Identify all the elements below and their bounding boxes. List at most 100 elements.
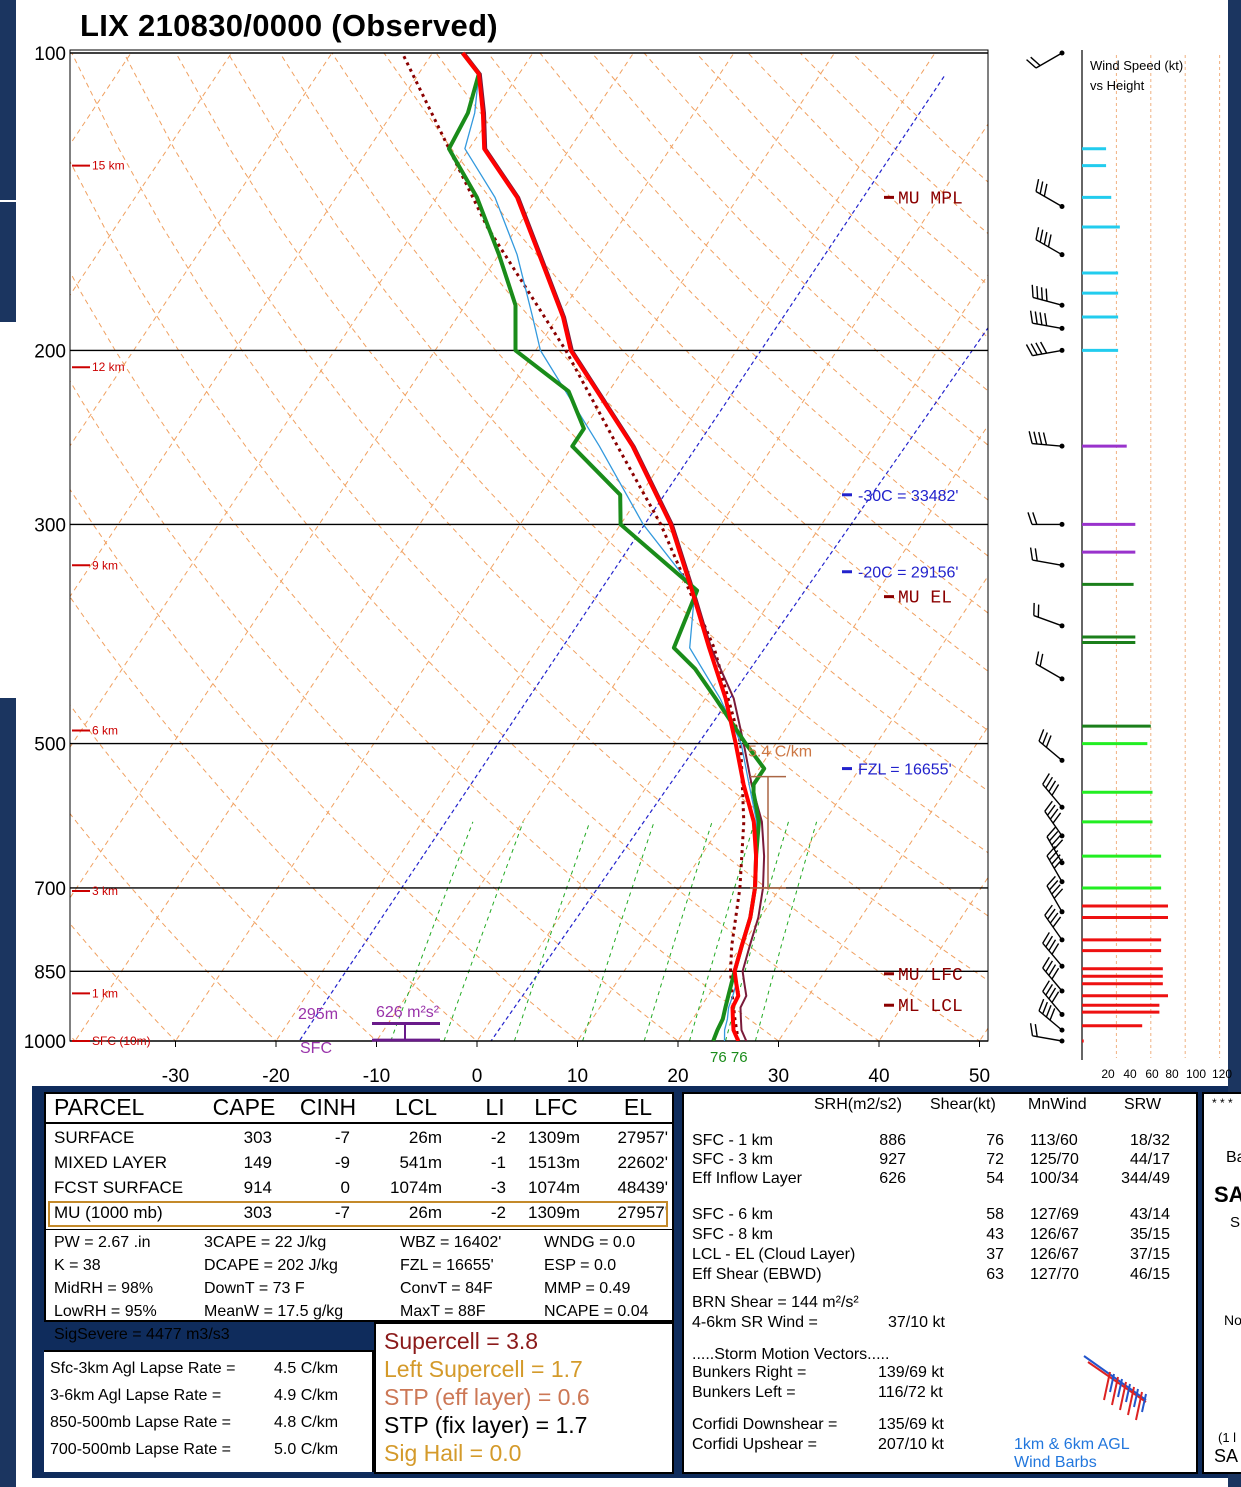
wind-barb-station bbox=[1059, 50, 1065, 56]
isotherm-reference-line bbox=[299, 74, 946, 1041]
parcel-row-value: 149 bbox=[243, 1153, 272, 1172]
wind-barb-feather bbox=[1035, 651, 1040, 665]
composite-index: STP (eff layer) = 0.6 bbox=[384, 1384, 590, 1410]
composite-index: Supercell = 3.8 bbox=[384, 1328, 539, 1354]
parcel-header: EL bbox=[623, 1094, 653, 1120]
height-marker-label: 3 km bbox=[92, 884, 118, 898]
isotherm-line bbox=[1066, 53, 1241, 1062]
wind-barb-feather bbox=[1045, 960, 1054, 973]
wind-barb-station bbox=[1059, 676, 1065, 682]
wind-barb bbox=[1035, 178, 1065, 209]
kinematics-header: SRW bbox=[1124, 1096, 1162, 1113]
wind-barb-staff bbox=[1038, 1010, 1063, 1031]
wind-barb-staff bbox=[1042, 991, 1063, 1015]
parcel-header: PARCEL bbox=[54, 1094, 145, 1120]
parcel-row-value: 22602' bbox=[617, 1153, 668, 1172]
wind-barb-station bbox=[1059, 1038, 1065, 1044]
dry-adiabat bbox=[70, 160, 880, 1041]
index-value: WNDG = 0.0 bbox=[544, 1234, 636, 1251]
parcel-row-value: -3 bbox=[490, 1178, 506, 1197]
dry-adiabat bbox=[71, 52, 981, 1041]
composite-index: STP (fix layer) = 1.7 bbox=[384, 1412, 588, 1438]
kinematics-row-label: SFC - 1 km bbox=[692, 1132, 773, 1149]
wind-barb-feather bbox=[1042, 956, 1050, 969]
wind-barb bbox=[1044, 904, 1065, 943]
wind-barb-feather bbox=[1039, 229, 1044, 243]
storm-motion-value: 116/72 kt bbox=[878, 1384, 943, 1401]
wind-barb-feather bbox=[1029, 547, 1034, 561]
mixing-ratio-line bbox=[643, 821, 713, 1041]
wind-barb-feather bbox=[1049, 912, 1059, 924]
kinematics-srw: 18/32 bbox=[1129, 1132, 1170, 1149]
parcel-row-label: MU (1000 mb) bbox=[54, 1203, 163, 1222]
wind-barb-staff bbox=[1042, 783, 1063, 808]
kinematics-header: MnWind bbox=[1028, 1096, 1087, 1113]
wind-barb-feather bbox=[1045, 935, 1054, 948]
wind-panel-title: Wind Speed (kt) bbox=[1090, 58, 1183, 73]
storm-motion-label: Bunkers Left = bbox=[692, 1384, 796, 1401]
wind-barb-station bbox=[1059, 1027, 1065, 1033]
isotherm-line bbox=[174, 52, 835, 1041]
parcel-row-value: -7 bbox=[334, 1128, 350, 1147]
kinematics-srh: 927 bbox=[879, 1151, 906, 1168]
dry-adiabat bbox=[70, 488, 579, 1041]
dry-adiabat bbox=[70, 1034, 76, 1041]
index-value: MeanW = 17.5 g/kg bbox=[204, 1303, 344, 1320]
agl-barb-stroke bbox=[1083, 1355, 1147, 1401]
index-value: FZL = 16655' bbox=[400, 1257, 494, 1274]
wind-barb-staff bbox=[1035, 663, 1063, 680]
wind-barb bbox=[1028, 431, 1065, 449]
height-marker-label: 12 km bbox=[92, 360, 125, 374]
wind-barb-feather bbox=[1053, 839, 1064, 850]
wind-barb-feather bbox=[1046, 804, 1056, 816]
kinematics-srw: 44/17 bbox=[1129, 1151, 1170, 1168]
kinematics-row-label: Eff Inflow Layer bbox=[692, 1170, 802, 1187]
wind-barb-feather bbox=[1040, 287, 1043, 300]
dry-adiabat bbox=[435, 52, 988, 614]
agl-barb-stroke bbox=[1141, 1393, 1147, 1413]
lapse-rate-value: 4.5 C/km bbox=[274, 1360, 339, 1377]
wind-barb-staff bbox=[1046, 836, 1063, 864]
wind-barb-feather bbox=[1026, 59, 1037, 69]
wind-barb-staff bbox=[1032, 442, 1063, 447]
wind-barb bbox=[1042, 773, 1065, 810]
wind-barb-feather bbox=[1042, 1001, 1048, 1015]
kinematics-shear: 54 bbox=[986, 1170, 1004, 1187]
sfc-temps-label: 76 76 bbox=[710, 1049, 748, 1066]
dry-adiabat bbox=[695, 52, 988, 339]
wind-barb-feather bbox=[1039, 312, 1043, 325]
temperature-tick-label: 0 bbox=[472, 1066, 483, 1087]
wind-barb-feather bbox=[1042, 732, 1048, 745]
wind-panel-subtitle: vs Height bbox=[1090, 78, 1145, 93]
kinematics-srw: 35/15 bbox=[1129, 1226, 1170, 1243]
parcel-row-value: -2 bbox=[490, 1203, 506, 1222]
wind-barb-feather bbox=[1048, 880, 1059, 891]
parcel-header: CINH bbox=[299, 1094, 357, 1120]
pressure-tick-label: 700 bbox=[34, 879, 66, 900]
parcel-row-label: MIXED LAYER bbox=[54, 1153, 168, 1172]
parcel-row-value: 26m bbox=[408, 1203, 442, 1222]
wind-barb-feather bbox=[1044, 313, 1048, 326]
wind-barb-feather bbox=[1051, 854, 1061, 865]
wind-barb-station bbox=[1059, 252, 1065, 258]
storm-motion-value: 139/69 kt bbox=[878, 1364, 944, 1381]
parcel-panel: PARCEL CAPE CINH LCL LI LFC EL SURFACE 303 -7 26m -… bbox=[44, 1092, 674, 1343]
index-value: 3CAPE = 22 J/kg bbox=[204, 1234, 327, 1251]
wind-barb-feather bbox=[1048, 964, 1057, 976]
wind-panel-tick-label: 100 bbox=[1186, 1067, 1206, 1081]
isotherm-line bbox=[677, 575, 988, 1041]
kinematics-mnwind: 127/69 bbox=[1030, 1206, 1079, 1223]
wind-barb-feather bbox=[1046, 908, 1056, 920]
temperature-tick-label: 40 bbox=[868, 1066, 889, 1087]
wind-barb bbox=[1044, 800, 1065, 839]
srh-depth-label: 295m bbox=[298, 1006, 338, 1023]
agl-barb-stroke bbox=[1109, 1373, 1115, 1393]
isotherm-line bbox=[978, 1027, 988, 1041]
wind-barb bbox=[1029, 310, 1065, 331]
isotherm-line bbox=[70, 52, 333, 447]
agl-barb-stroke bbox=[1127, 1386, 1135, 1416]
wind-barb-staff bbox=[1032, 559, 1063, 566]
lapse-rate-label: 700-500mb Lapse Rate = bbox=[50, 1441, 232, 1458]
wind-barb-feather bbox=[1035, 178, 1040, 192]
